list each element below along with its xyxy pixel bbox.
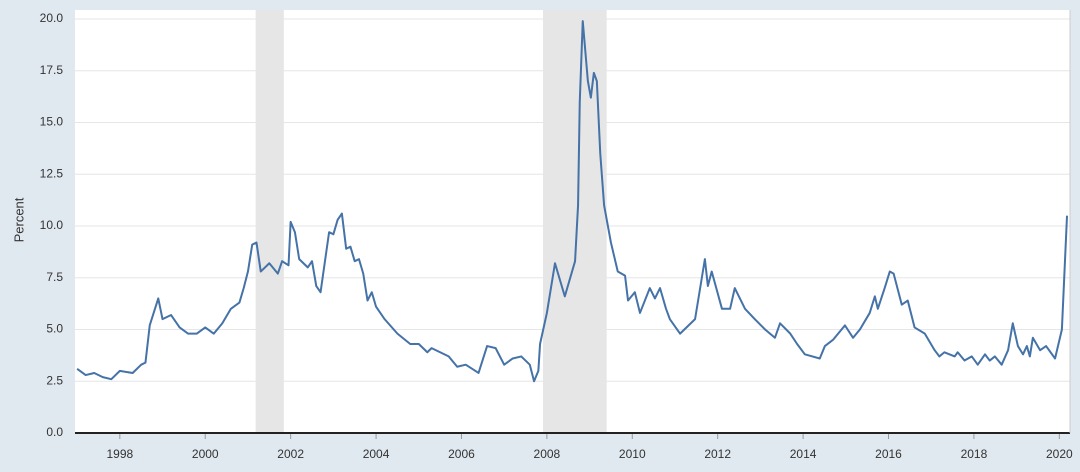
y-tick-label: 5.0	[46, 322, 63, 336]
y-tick-label: 17.5	[40, 63, 64, 77]
y-tick-label: 15.0	[40, 115, 64, 129]
recession-band	[255, 10, 284, 433]
x-tick-label: 2010	[619, 447, 646, 461]
x-tick-label: 1998	[106, 447, 133, 461]
y-tick-label: 0.0	[46, 425, 63, 439]
x-tick-label: 2020	[1046, 447, 1073, 461]
x-tick-label: 2018	[961, 447, 988, 461]
y-tick-label: 2.5	[46, 373, 63, 387]
x-tick-label: 2012	[704, 447, 731, 461]
y-tick-label: 20.0	[40, 11, 64, 25]
x-tick-label: 2014	[790, 447, 817, 461]
y-axis-label: Percent	[11, 197, 26, 242]
y-tick-label: 7.5	[46, 270, 63, 284]
recession-band	[543, 10, 607, 433]
x-tick-label: 2004	[363, 447, 390, 461]
x-tick-label: 2006	[448, 447, 475, 461]
x-tick-label: 2016	[875, 447, 902, 461]
x-tick-label: 2002	[277, 447, 304, 461]
y-tick-label: 10.0	[40, 218, 64, 232]
data-line	[76, 20, 1069, 383]
x-tick-label: 2000	[192, 447, 219, 461]
x-tick-label: 2008	[534, 447, 561, 461]
y-tick-label: 12.5	[40, 166, 64, 180]
